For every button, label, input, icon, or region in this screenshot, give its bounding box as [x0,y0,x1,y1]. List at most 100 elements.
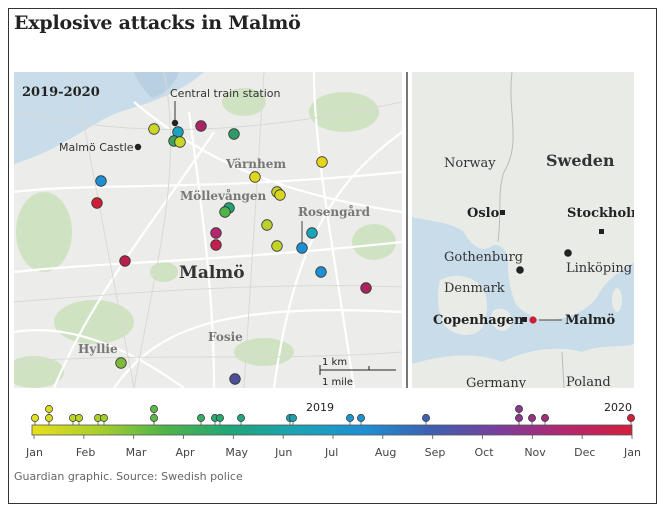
label-rosengard: Rosengård [298,204,371,219]
malmo-castle-marker [134,143,142,151]
label-copenhagen: Copenhagen [433,313,524,328]
parks [14,88,396,388]
city-map-svg: 2019-2020 Central train station Malmö Ca… [14,72,402,388]
scandinavia-land [412,72,634,321]
map-divider [402,72,412,388]
event-marker [150,414,158,422]
event-marker [45,414,53,422]
attack-marker [115,357,127,369]
label-central-station: Central train station [170,87,281,100]
month-label: Sep [425,446,446,459]
month-label: Jan [623,446,641,459]
linkoping-marker [564,249,572,257]
event-marker [627,414,635,422]
label-fosie: Fosie [208,330,243,344]
month-label: Apr [176,446,196,459]
region-map-svg: Norway Sweden Oslo Stockholm Gothenburg … [412,72,634,388]
gotland-land [612,288,622,312]
label-poland: Poland [566,375,611,388]
attack-marker [95,175,107,187]
event-marker [75,414,83,422]
harbour-area [134,72,179,98]
timeline-stems [31,405,635,425]
event-marker [289,414,297,422]
month-label: May [225,446,248,459]
attack-marker [296,242,308,254]
label-malmo-region: Malmö [565,313,616,328]
attack-marker [274,189,286,201]
event-marker [515,405,523,413]
label-linkoping: Linköping [566,261,632,276]
attack-marker [219,206,231,218]
event-marker [45,405,53,413]
copenhagen-marker [522,317,527,322]
period-label: 2019-2020 [22,85,100,100]
event-marker [346,414,354,422]
attack-marker [315,266,327,278]
scale-km-label: 1 km [322,357,347,368]
stockholm-marker [599,229,604,234]
region-map: Norway Sweden Oslo Stockholm Gothenburg … [412,72,634,388]
denmark-land [438,275,487,336]
zealand-land [491,308,512,331]
attack-marker [228,128,240,140]
month-label: Mar [126,446,147,459]
event-marker [197,414,205,422]
malmo-city-map: 2019-2020 Central train station Malmö Ca… [14,72,402,388]
attack-marker [195,120,207,132]
label-sweden: Sweden [546,151,615,170]
label-norway: Norway [444,156,496,171]
event-marker [541,414,549,422]
attack-marker [210,239,222,251]
label-denmark: Denmark [444,281,505,296]
gothenburg-marker [516,266,524,274]
attack-marker [316,156,328,168]
attack-marker [261,219,273,231]
month-label: Jul [324,446,338,459]
figure-title: Explosive attacks in Malmö [14,12,301,34]
label-gothenburg: Gothenburg [444,250,523,265]
month-label: Aug [375,446,396,459]
month-label: Nov [524,446,546,459]
label-malmo-castle: Malmö Castle [59,141,134,154]
oslo-marker [500,210,505,215]
roads [14,72,402,388]
year-end-label: 2020 [604,401,632,414]
month-label: Oct [475,446,495,459]
timeline-ticks: Jan Feb Mar Apr May Jun Jul Aug Sep Oct Nov Dec Jan [25,435,641,459]
event-marker [357,414,365,422]
scale-mile-label: 1 mile [322,377,353,388]
germany-poland-border [561,351,565,388]
label-malmo-city: Malmö [179,263,245,283]
event-marker [528,414,536,422]
label-germany: Germany [466,376,527,388]
attack-marker [91,197,103,209]
norway-sweden-border [497,72,514,243]
attack-marker [271,240,283,252]
label-varnhem: Värnhem [225,157,286,171]
source-note: Guardian graphic. Source: Swedish police [14,470,243,483]
central-station-marker [171,119,179,127]
event-marker [422,414,430,422]
month-label: Dec [574,446,595,459]
attack-marker [174,136,186,148]
timeline-bar [31,424,633,436]
label-hyllie: Hyllie [78,342,118,356]
attack-markers [91,120,372,385]
event-marker [515,414,523,422]
label-stockholm: Stockholm [567,206,634,221]
event-marker [100,414,108,422]
scale-bar: 1 km 1 mile [319,357,396,388]
event-marker [150,405,158,413]
attack-marker [148,123,160,135]
label-oslo: Oslo [467,206,500,221]
year-start-label: 2019 [306,401,334,414]
event-marker [237,414,245,422]
attack-marker [306,227,318,239]
attack-marker [249,171,261,183]
attack-marker [229,373,241,385]
attack-marker [119,255,131,267]
malmo-marker [529,316,537,324]
minor-roads [14,72,402,388]
timeline-svg: Jan Feb Mar Apr May Jun Jul Aug Sep Oct Nov Dec Jan … [25,401,641,459]
